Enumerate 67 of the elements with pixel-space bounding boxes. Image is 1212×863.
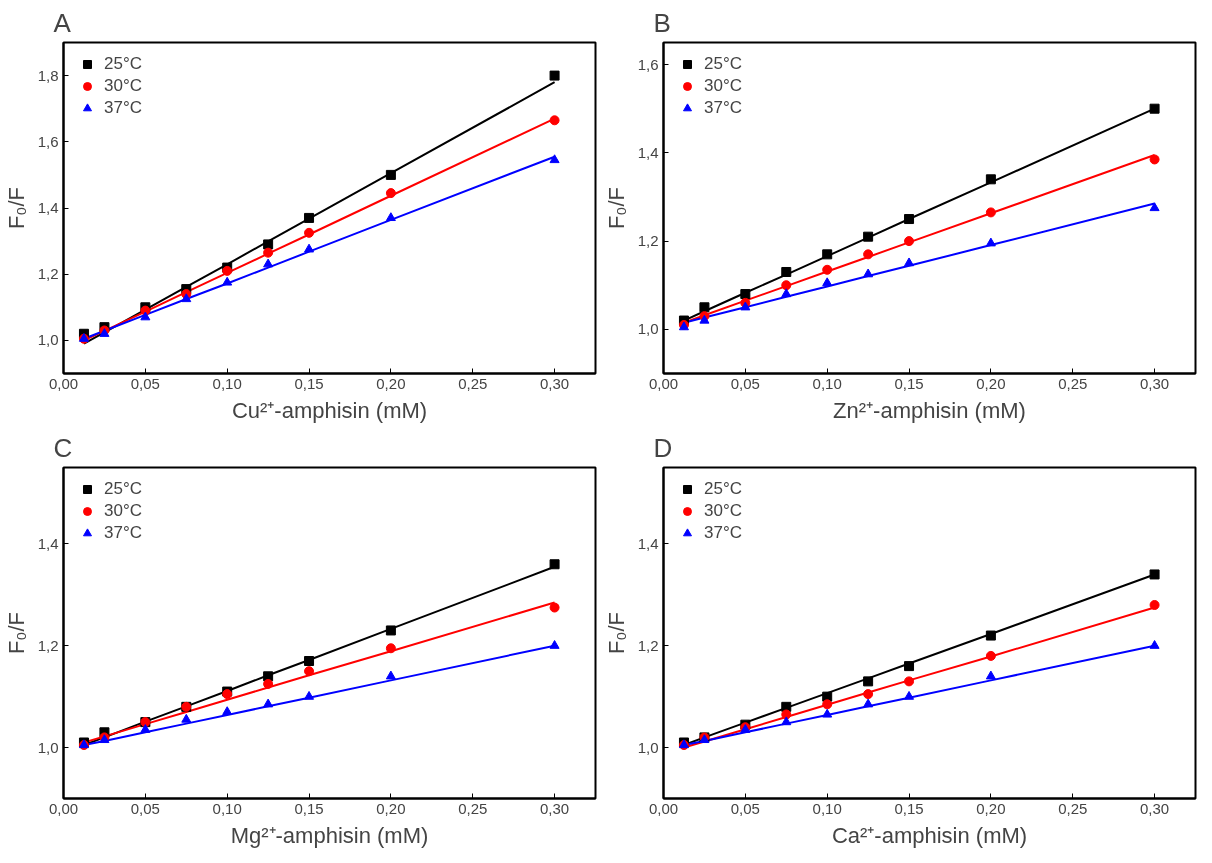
x-axis-title: Zn²⁺-amphisin (mM) [833,397,1026,423]
legend-label: 30°C [104,501,142,521]
y-tick-label: 1,2 [637,232,659,250]
x-tick-label: 0,00 [48,799,79,817]
y-axis-title: F₀/F [603,611,629,655]
legend-label: 37°C [104,98,142,118]
legend-label: 30°C [104,76,142,96]
x-tick-label: 0,00 [648,799,679,817]
x-tick-label: 0,10 [812,799,842,817]
legend-label: 37°C [704,98,742,118]
x-tick-label: 0,30 [539,799,570,817]
x-tick-label: 0,05 [130,374,160,392]
x-tick-label: 0,10 [212,374,242,392]
legend-label: 25°C [104,479,142,499]
x-tick-label: 0,20 [976,374,1006,392]
x-tick-label: 0,00 [48,374,79,392]
y-tick-label: 1,0 [637,738,659,756]
x-tick-label: 0,15 [294,799,324,817]
x-axis-title: Mg²⁺-amphisin (mM) [230,822,429,848]
y-tick-label: 1,6 [637,55,659,73]
legend-label: 37°C [104,523,142,543]
y-tick-label: 1,2 [37,636,59,654]
y-axis-title: F₀/F [3,611,29,655]
y-tick-label: 1,4 [637,534,659,552]
y-tick-label: 1,0 [37,331,59,349]
y-tick-label: 1,8 [37,66,59,84]
x-axis-title: Cu²⁺-amphisin (mM) [231,397,428,423]
x-tick-label: 0,15 [894,799,924,817]
x-tick-label: 0,30 [1139,799,1170,817]
y-tick-label: 1,4 [37,534,59,552]
y-tick-label: 1,0 [637,320,659,338]
x-tick-label: 0,05 [730,799,760,817]
legend-label: 37°C [704,523,742,543]
chart-title: C [53,432,73,463]
legend-label: 30°C [704,76,742,96]
legend-label: 25°C [704,54,742,74]
x-tick-label: 0,20 [376,799,406,817]
x-tick-label: 0,15 [294,374,324,392]
x-tick-label: 0,00 [648,374,679,392]
x-tick-label: 0,25 [458,374,488,392]
x-tick-label: 0,25 [1058,799,1088,817]
x-tick-label: 0,20 [376,374,406,392]
x-tick-label: 0,05 [130,799,160,817]
y-axis-title: F₀/F [603,186,629,230]
x-tick-label: 0,10 [812,374,842,392]
y-axis-title: F₀/F [3,186,29,230]
legend-label: 25°C [704,479,742,499]
x-tick-label: 0,15 [894,374,924,392]
x-tick-label: 0,10 [212,799,242,817]
chart-title: B [653,7,671,38]
y-tick-label: 1,2 [37,265,59,283]
x-axis-title: Ca²⁺-amphisin (mM) [831,822,1028,848]
x-tick-label: 0,25 [1058,374,1088,392]
chart-title: D [653,432,673,463]
x-tick-label: 0,20 [976,799,1006,817]
x-tick-label: 0,30 [1139,374,1170,392]
chart-title: A [53,7,72,38]
y-tick-label: 1,4 [637,143,659,161]
x-tick-label: 0,25 [458,799,488,817]
y-tick-label: 1,2 [637,636,659,654]
y-tick-label: 1,6 [37,132,59,150]
y-tick-label: 1,0 [37,738,59,756]
x-tick-label: 0,05 [730,374,760,392]
legend-label: 25°C [104,54,142,74]
y-tick-label: 1,4 [37,199,59,216]
legend-label: 30°C [704,501,742,521]
x-tick-label: 0,30 [539,374,570,392]
